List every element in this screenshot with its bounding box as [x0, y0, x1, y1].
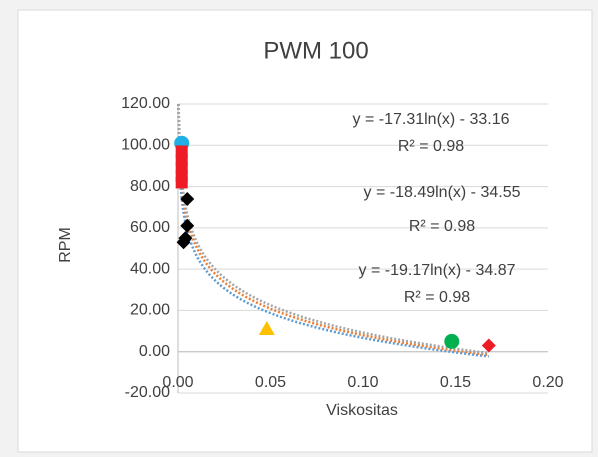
y-tick-label: 120.00 [121, 95, 170, 112]
trendline [177, 103, 489, 355]
x-tick-label: 0.00 [162, 374, 193, 391]
x-tick-label: 0.20 [532, 374, 563, 391]
y-tick-label: 0.00 [139, 343, 170, 360]
y-tick-label: 80.00 [130, 178, 170, 195]
trendline-r2: R² = 0.98 [404, 289, 470, 306]
y-tick-label: 60.00 [130, 219, 170, 236]
chart-title: PWM 100 [263, 37, 368, 64]
data-point [175, 176, 188, 189]
trendline-equation: y = -19.17ln(x) - 34.87 [359, 262, 516, 279]
data-point [180, 218, 195, 233]
x-tick-label: 0.05 [255, 374, 286, 391]
trendline-r2: R² = 0.98 [409, 218, 475, 235]
data-point [180, 191, 195, 206]
y-tick-label: 20.00 [130, 302, 170, 319]
y-axis-label: RPM [57, 227, 74, 263]
data-point [176, 235, 191, 250]
data-point [444, 333, 460, 349]
data-point [481, 338, 496, 353]
x-tick-label: 0.15 [440, 374, 471, 391]
x-axis-label: Viskositas [326, 402, 398, 419]
y-tick-label: -20.00 [125, 384, 170, 401]
x-tick-label: 0.10 [347, 374, 378, 391]
trendline [177, 103, 489, 357]
data-point [258, 321, 275, 336]
y-tick-label: 40.00 [130, 260, 170, 277]
chart-area [17, 9, 593, 453]
trendline-equation: y = -17.31ln(x) - 33.16 [353, 111, 510, 128]
trendline-equation: y = -18.49ln(x) - 34.55 [364, 184, 521, 201]
y-tick-label: 100.00 [121, 137, 170, 154]
trendline-r2: R² = 0.98 [398, 138, 464, 155]
trendline [177, 103, 489, 358]
